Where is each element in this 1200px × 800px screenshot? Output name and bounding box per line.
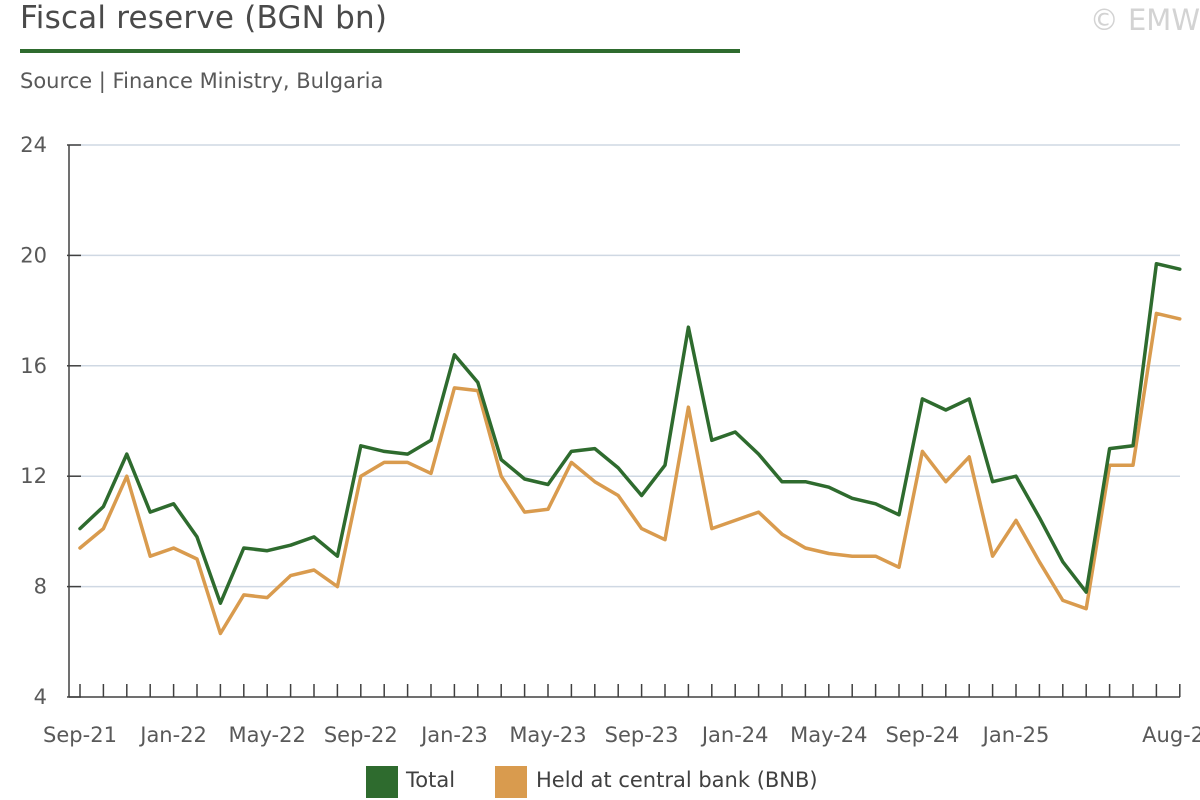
x-tick-label: Sep-22 (324, 723, 398, 747)
y-tick-label-24: 24 (20, 133, 47, 157)
title-underline (20, 49, 740, 53)
x-tick-label: Jan-22 (138, 723, 207, 747)
y-tick-label-16: 16 (20, 354, 47, 378)
x-tick-label: Jan-24 (700, 723, 769, 747)
x-tick-label: Sep-23 (605, 723, 679, 747)
x-tick-label: May-24 (790, 723, 867, 747)
legend-swatch-bnb (495, 766, 527, 798)
copyright-watermark: © EMW (1089, 3, 1200, 37)
legend: Total Held at central bank (BNB) (0, 766, 1200, 800)
x-tick-label: Sep-24 (885, 723, 959, 747)
x-tick-label: Sep-21 (43, 723, 117, 747)
y-tick-label-12: 12 (20, 464, 47, 488)
series-line-total (78, 261, 1182, 605)
line-chart: 4 8 12 16 20 24 Sep-21 Jan-22 May-22 Sep-22 Jan-23… (20, 133, 1200, 747)
y-tick-label-4: 4 (34, 685, 47, 709)
source-note: Source | Finance Ministry, Bulgaria (20, 69, 384, 93)
y-tick-label-20: 20 (20, 243, 47, 267)
legend-label-bnb: Held at central bank (BNB) (536, 768, 818, 792)
x-tick-label: Jan-23 (419, 723, 488, 747)
x-tick-label: May-23 (509, 723, 586, 747)
x-tick-label: May-22 (229, 723, 306, 747)
x-tick-label: Aug-25 (1142, 723, 1200, 747)
legend-swatch-total (366, 766, 398, 798)
legend-label-total: Total (406, 768, 456, 792)
x-tick-label: Jan-25 (981, 723, 1050, 747)
series-line-bnb (78, 311, 1182, 636)
chart-title: Fiscal reserve (BGN bn) (20, 0, 388, 36)
y-tick-label-8: 8 (34, 575, 47, 599)
